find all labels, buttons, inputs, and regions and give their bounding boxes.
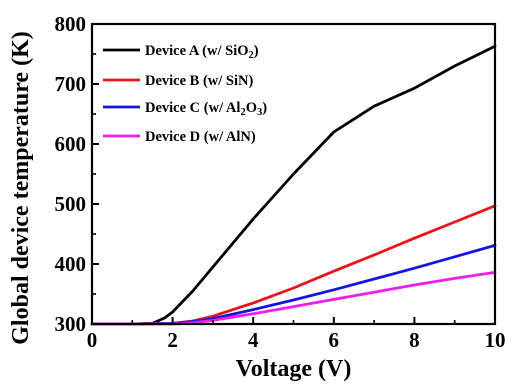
x-tick-label: 4 xyxy=(248,328,259,352)
y-tick-label: 800 xyxy=(55,12,87,36)
y-tick-label: 700 xyxy=(55,72,87,96)
series-line-3 xyxy=(90,243,497,326)
legend-label-2: Device B (w/ SiN) xyxy=(145,73,253,89)
legend-label-1: Device A (w/ SiO2) xyxy=(145,43,259,61)
x-tick-label: 6 xyxy=(329,328,340,352)
x-tick-label: 10 xyxy=(485,328,506,352)
y-tick-label: 500 xyxy=(55,192,87,216)
x-axis-title: Voltage (V) xyxy=(236,356,352,382)
x-tick-label: 8 xyxy=(409,328,420,352)
legend-label-4: Device D (w/ AlN) xyxy=(145,129,256,145)
x-tick-label: 0 xyxy=(87,328,98,352)
y-tick-label: 300 xyxy=(55,312,87,336)
series-line-4 xyxy=(90,270,497,326)
legend-label-3: Device C (w/ Al2O3) xyxy=(145,100,267,118)
axis-ticks: 0 2 4 6 8 10 300 400 500 600 700 800 xyxy=(55,12,506,352)
y-axis-title: Global device temperature (K) xyxy=(8,31,34,344)
y-tick-label: 600 xyxy=(55,132,87,156)
y-tick-label: 400 xyxy=(55,252,87,276)
x-tick-label: 2 xyxy=(167,328,178,352)
legend: Device A (w/ SiO2) Device B (w/ SiN) Devic… xyxy=(103,43,267,145)
